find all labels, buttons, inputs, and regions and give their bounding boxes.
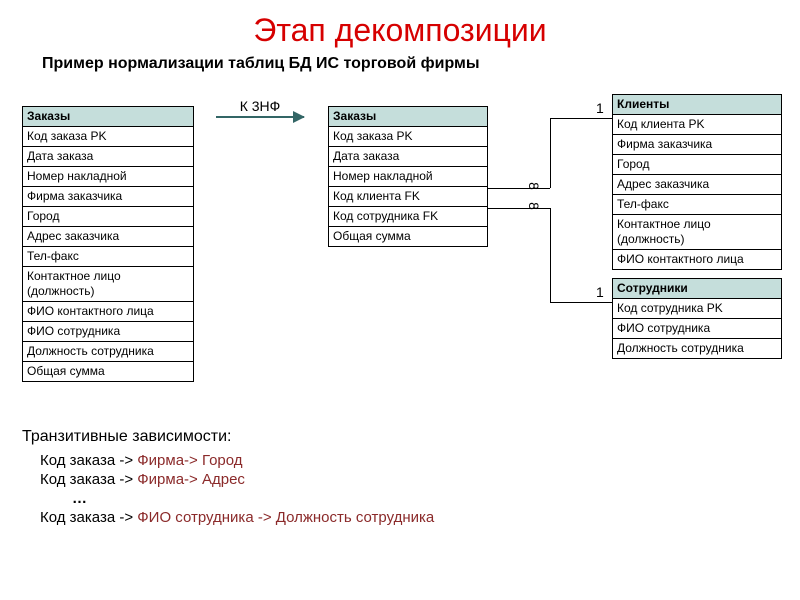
table-row: ФИО сотрудника (23, 322, 194, 342)
table-row: Адрес заказчика (23, 227, 194, 247)
dep-row: Код заказа -> Фирма-> Город (22, 452, 434, 469)
db-table-orders_after: ЗаказыКод заказа PKДата заказаНомер накл… (328, 106, 488, 247)
rel-v2 (550, 208, 551, 302)
table-row: Код заказа PK (329, 127, 488, 147)
rel-h2b (550, 302, 612, 303)
page-title: Этап декомпозиции (0, 0, 800, 49)
table-row: ФИО контактного лица (613, 250, 782, 270)
table-row: Код заказа PK (23, 127, 194, 147)
table-row: Код сотрудника FK (329, 207, 488, 227)
table-row: Дата заказа (329, 147, 488, 167)
normalization-arrow: К 3НФ (210, 98, 310, 118)
table-row: Код клиента PK (613, 115, 782, 135)
dep-pre: Код заказа -> (40, 509, 137, 526)
dep-pre: Код заказа -> (40, 471, 137, 488)
dep-hl: Фирма-> Адрес (137, 471, 245, 488)
rel-one-bottom: 1 (596, 284, 604, 300)
table-row: Должность сотрудника (23, 342, 194, 362)
table-row: Номер накладной (23, 167, 194, 187)
table-row: Тел-факс (613, 195, 782, 215)
db-table-employees: Сотрудники Код сотрудника PKФИО сотрудни… (612, 278, 782, 359)
dep-row: Код заказа -> ФИО сотрудника -> Должност… (22, 509, 434, 526)
table-row: Фирма заказчика (613, 135, 782, 155)
table-row: Адрес заказчика (613, 175, 782, 195)
table-row: Общая сумма (23, 362, 194, 382)
table-header: Сотрудники (613, 279, 782, 299)
arrow-label: К 3НФ (240, 98, 281, 114)
table-row: Фирма заказчика (23, 187, 194, 207)
dependencies-heading: Транзитивные зависимости: (22, 428, 434, 446)
dependencies-block: Транзитивные зависимости: Код заказа -> … (22, 428, 434, 528)
table-row: Должность сотрудника (613, 339, 782, 359)
table-row: Тел-факс (23, 247, 194, 267)
dep-row: Код заказа -> Фирма-> Адрес (22, 471, 434, 488)
table-header: Заказы (329, 107, 488, 127)
page-subtitle: Пример нормализации таблиц БД ИС торгово… (0, 49, 800, 73)
table-header: Клиенты (613, 95, 782, 115)
db-table-orders_before: ЗаказыКод заказа PKДата заказаНомер накл… (22, 106, 194, 382)
rel-v1 (550, 118, 551, 188)
dep-hl: Фирма-> Город (137, 452, 242, 469)
table-row: Код сотрудника PK (613, 299, 782, 319)
table-row: Дата заказа (23, 147, 194, 167)
table-header: Заказы (23, 107, 194, 127)
table-row: Контактное лицо (должность) (613, 215, 782, 250)
table-row: Контактное лицо (должность) (23, 267, 194, 302)
table-row: ФИО сотрудника (613, 319, 782, 339)
db-table-clients: Клиенты Код клиента PKФирма заказчикаГор… (612, 94, 782, 270)
dep-hl: ФИО сотрудника -> Должность сотрудника (137, 509, 434, 526)
rel-one-top: 1 (596, 100, 604, 116)
table-row: Город (23, 207, 194, 227)
rel-inf-bottom: 8 (526, 202, 542, 210)
dep-dots: … (22, 490, 434, 507)
table-row: Город (613, 155, 782, 175)
table-row: Общая сумма (329, 227, 488, 247)
table-row: Номер накладной (329, 167, 488, 187)
table-row: Код клиента FK (329, 187, 488, 207)
dep-pre: Код заказа -> (40, 452, 137, 469)
arrow-line (216, 116, 304, 118)
table-row: ФИО контактного лица (23, 302, 194, 322)
rel-inf-top: 8 (526, 182, 542, 190)
rel-h1b (550, 118, 612, 119)
